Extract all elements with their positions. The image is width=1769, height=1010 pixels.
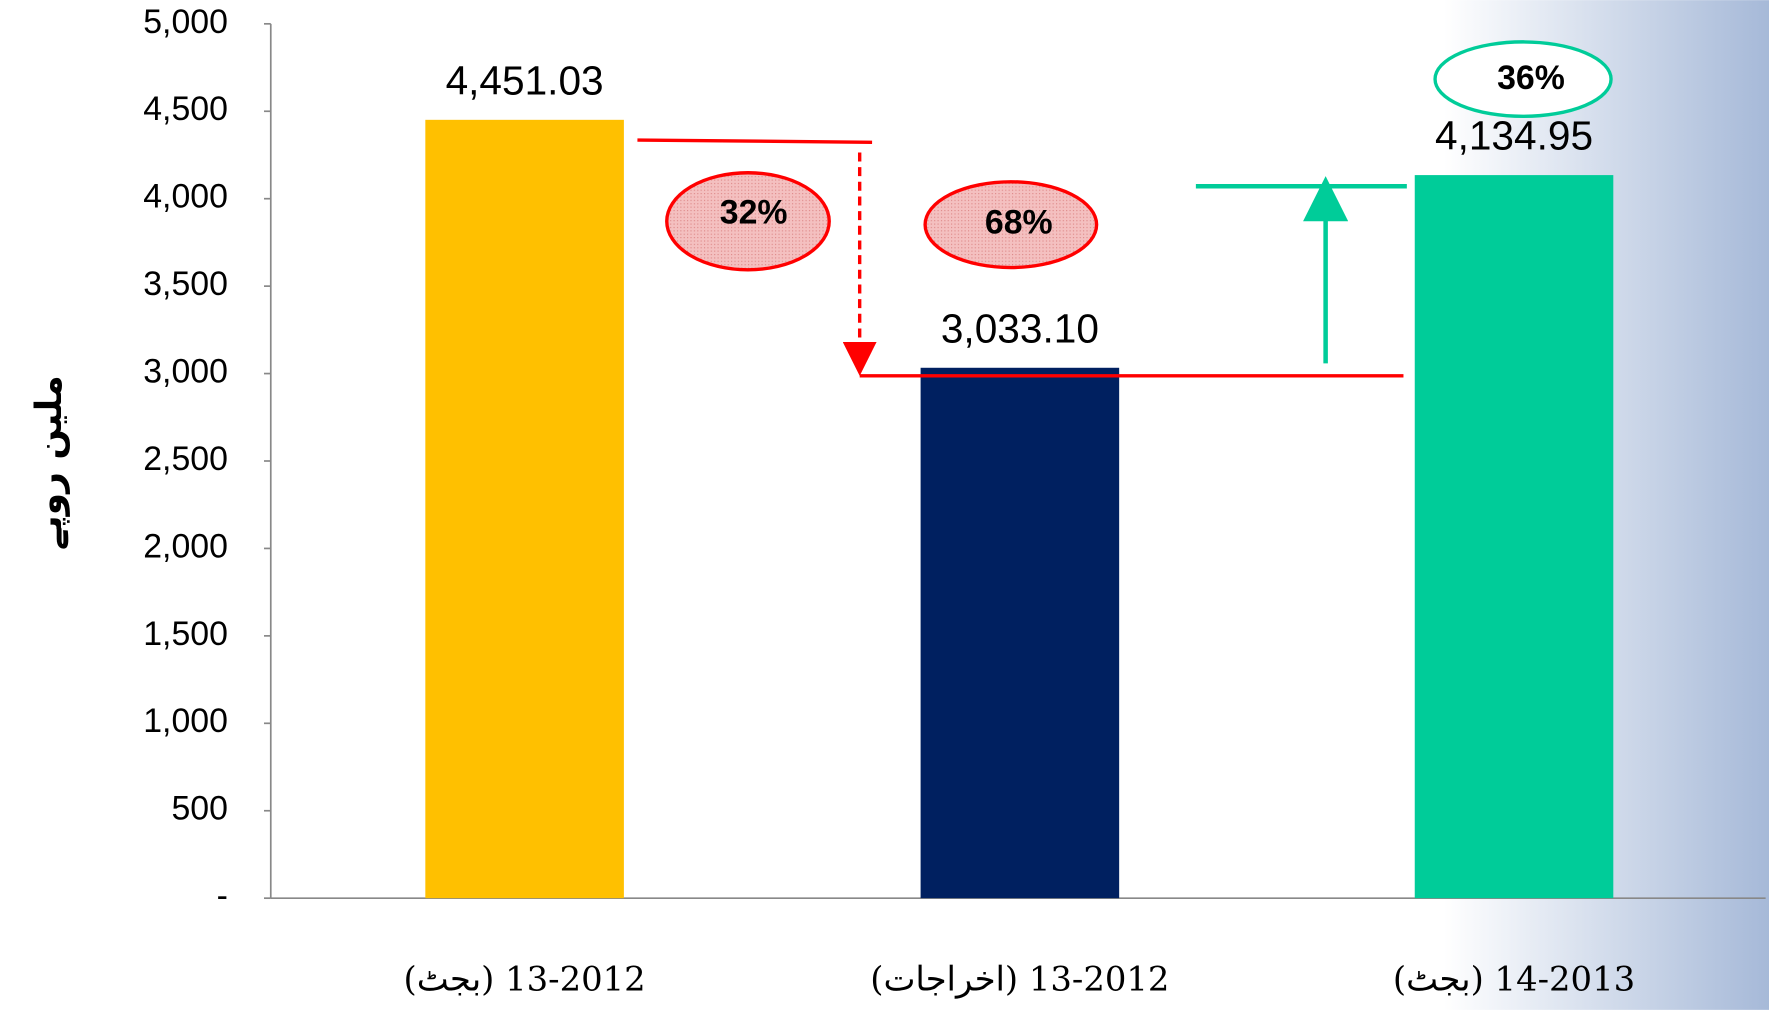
y-tick-label: 1,500 <box>143 615 228 653</box>
y-tick-label: 2,500 <box>143 440 228 478</box>
badge <box>923 180 1099 270</box>
y-tick-label: 5,000 <box>143 3 228 41</box>
percent-label: 68% <box>985 204 1053 242</box>
red-line <box>637 138 873 144</box>
badge <box>1433 40 1613 119</box>
percent-label: 36% <box>1497 59 1565 97</box>
y-axis-label: ملین روپے <box>27 375 70 550</box>
bar <box>1414 175 1614 899</box>
value-label: 3,033.10 <box>941 305 1099 351</box>
y-tick-label: 2,000 <box>143 527 228 565</box>
y-tick-label: 3,500 <box>143 265 228 303</box>
bar <box>920 367 1120 899</box>
value-label: 4,134.95 <box>1435 113 1593 159</box>
bar <box>425 119 624 899</box>
x-tick-label: 13-2012 (اخراجات) <box>870 960 1169 1000</box>
y-tick-label: 1,000 <box>143 702 228 740</box>
y-tick-label: 3,000 <box>143 353 228 391</box>
y-tick-label: 4,500 <box>143 90 228 128</box>
y-tick-label: - <box>217 877 228 915</box>
percent-label: 32% <box>720 193 788 231</box>
badge <box>665 171 831 272</box>
value-label: 4,451.03 <box>446 57 604 103</box>
y-tick-label: 4,000 <box>143 178 228 216</box>
x-tick-label: 14-2013 (بجٹ) <box>1393 960 1635 999</box>
x-tick-label: 13-2012 (بجٹ) <box>404 960 646 999</box>
y-tick-label: 500 <box>171 790 227 828</box>
